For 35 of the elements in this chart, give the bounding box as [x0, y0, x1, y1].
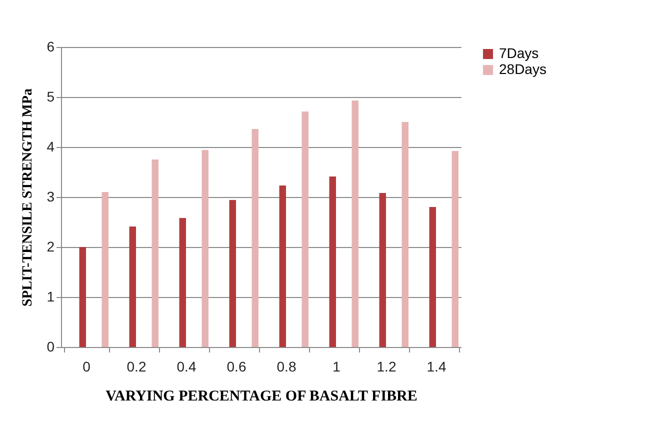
y-tick-label: 3 [46, 188, 55, 204]
bar [452, 151, 458, 347]
bar [302, 112, 308, 347]
bar [152, 160, 158, 347]
bar [179, 218, 186, 347]
bar [102, 192, 108, 347]
bar [329, 176, 336, 347]
legend-label: 28Days [499, 61, 546, 77]
y-tick-label: 0 [46, 338, 55, 354]
bar [402, 122, 408, 347]
bar [429, 207, 436, 347]
y-tick-label: 5 [46, 88, 55, 104]
x-axis-title: VARYING PERCENTAGE OF BASALT FIBRE [106, 388, 418, 404]
y-tick-label: 4 [46, 138, 55, 154]
bar [352, 100, 358, 347]
y-tick-label: 6 [46, 38, 55, 54]
x-tick-label: 1 [332, 358, 341, 374]
bar [379, 193, 386, 347]
y-axis-title: SPLIT-TENSILE STRENGTH MPa [20, 88, 36, 307]
x-tick-label: 0.6 [226, 358, 246, 374]
legend-label: 7Days [499, 45, 539, 61]
x-tick-label: 0 [82, 358, 91, 374]
x-tick-label: 1.2 [376, 358, 396, 374]
bar [202, 150, 208, 347]
bar [129, 226, 136, 347]
x-tick-label: 0.8 [276, 358, 296, 374]
x-tick-label: 0.2 [126, 358, 146, 374]
x-tick-label: 0.4 [176, 358, 196, 374]
bar [229, 200, 236, 347]
x-tick-label: 1.4 [426, 358, 446, 374]
y-tick-label: 2 [46, 238, 55, 254]
bar [79, 247, 86, 347]
bar [279, 186, 286, 347]
y-tick-label: 1 [46, 288, 55, 304]
bar [252, 129, 258, 347]
